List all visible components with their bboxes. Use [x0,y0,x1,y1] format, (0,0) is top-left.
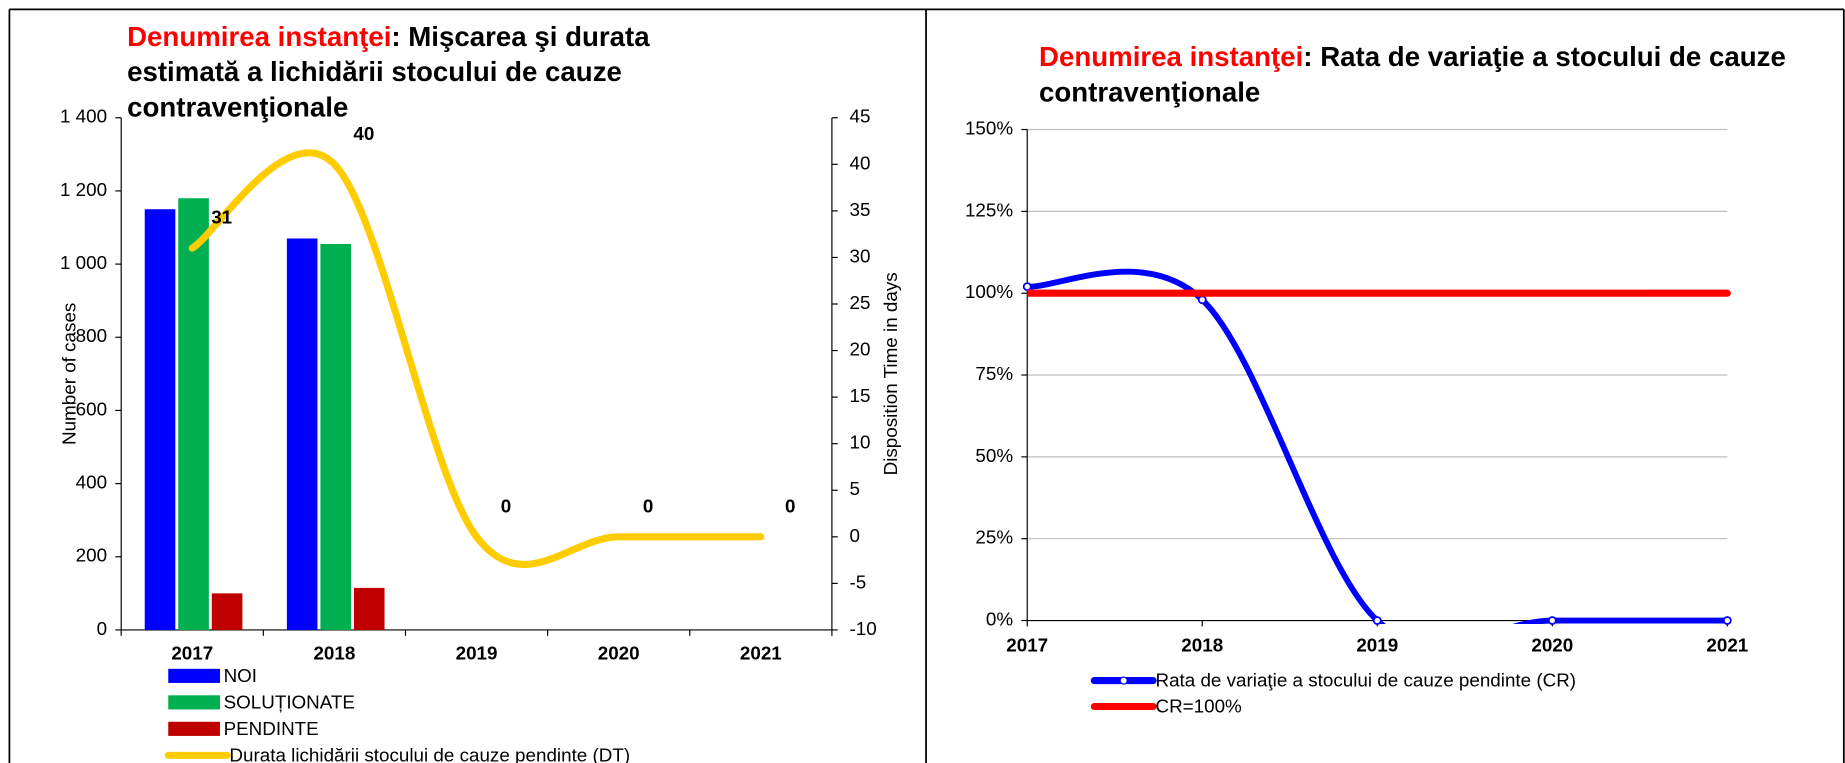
x-tick-label: 2018 [1181,634,1223,655]
y2-tick-label: 20 [850,339,871,360]
y-axis-label: Number of cases [59,303,80,445]
y-tick-label: 0% [986,608,1013,629]
chart-title: Denumirea instanţei: Rata de variaţie a … [1039,39,1792,110]
x-tick-label: 2017 [171,643,213,664]
y-tick-label: 100% [965,281,1013,302]
y2-tick-label: 40 [850,152,871,173]
y-tick-label: 1 000 [60,252,107,273]
x-tick-label: 2017 [1006,634,1048,655]
data-label: 0 [501,495,511,516]
y-tick-label: 600 [76,398,107,419]
legend-swatch [168,721,221,736]
x-tick-label: 2018 [313,643,355,664]
x-tick-label: 2019 [456,643,498,664]
y2-tick-label: 45 [850,106,871,127]
marker [1372,616,1382,625]
title-text: : Rata de variaţie a stocului de cauze c… [1038,41,1786,108]
x-tick-label: 2021 [740,643,782,664]
legend-label: PENDINTE [224,718,319,739]
y2-tick-label: 35 [850,199,871,220]
legend-label: Rata de variaţie a stocului de cauze pen… [1155,670,1576,691]
marker [1722,616,1732,625]
legend-label: NOI [224,665,257,686]
data-label: 0 [643,495,653,516]
y-tick-label: 200 [76,545,107,566]
legend-label: SOLUȚIONATE [224,692,355,713]
line [1027,268,1731,625]
y-tick-label: 125% [965,199,1013,220]
legend-label: CR=100% [1155,696,1242,717]
bar [353,587,385,630]
y-tick-label: 75% [975,363,1013,384]
y2-tick-label: -10 [850,618,877,639]
y-tick-label: 1 200 [60,179,107,200]
bar [144,209,176,630]
y2-tick-label: 10 [850,432,871,453]
chart-title: Denumirea instanţei: Mişcarea şi durata … [127,19,739,125]
y2-tick-label: 5 [850,478,860,499]
line [188,149,765,568]
x-tick-label: 2020 [1531,634,1573,655]
bar [211,593,243,630]
y2-tick-label: 30 [850,245,871,266]
legend-marker [1119,676,1128,685]
legend-swatch [168,668,221,683]
bar [286,238,318,630]
y-tick-label: 800 [76,325,107,346]
y-tick-label: 0 [97,618,107,639]
marker [1197,295,1207,305]
title-highlight: Denumirea instanţei [1038,41,1304,72]
y-tick-label: 25% [975,527,1013,548]
y-tick-label: 150% [965,117,1013,138]
bar [320,243,351,630]
x-tick-label: 2021 [1706,634,1748,655]
data-label: 0 [785,495,795,516]
y2-tick-label: -5 [850,571,867,592]
marker [1022,282,1032,292]
data-label: 31 [211,207,232,228]
title-highlight: Denumirea instanţei [127,21,392,52]
title-text: : Mişcarea şi durata estimată a lichidăr… [127,21,650,123]
y-tick-label: 1 400 [60,106,107,127]
legend-swatch [168,695,221,710]
y-tick-label: 50% [975,445,1013,466]
x-tick-label: 2019 [1356,634,1398,655]
x-tick-label: 2020 [598,643,640,664]
data-label: 40 [353,123,374,144]
y-tick-label: 400 [76,472,107,493]
y2-tick-label: 0 [850,525,860,546]
legend-label: Durata lichidării stocului de cauze pend… [229,744,630,763]
bar [178,198,209,630]
y2-tick-label: 25 [850,292,871,313]
y2-tick-label: 15 [850,385,871,406]
y2-axis-label: Disposition Time in days [880,272,901,475]
marker [1547,616,1557,625]
